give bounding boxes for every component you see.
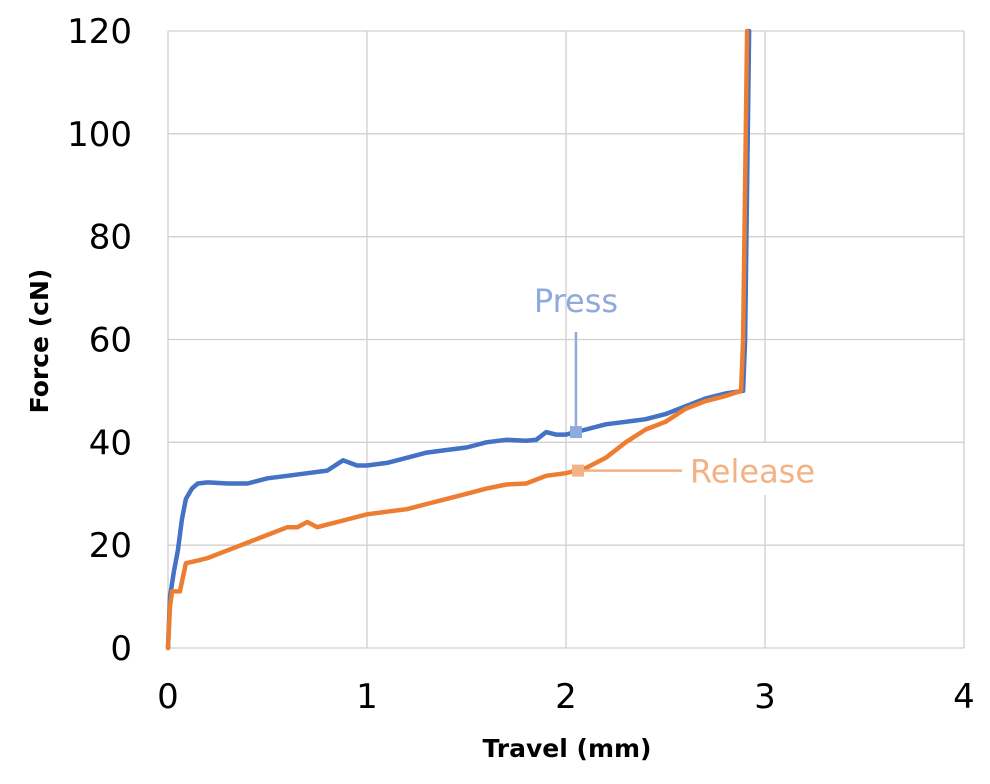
annotations: Press Release	[534, 282, 825, 495]
x-tick-label: 3	[754, 677, 776, 717]
x-tick-label: 2	[555, 677, 577, 717]
series-lines	[165, 28, 752, 651]
y-tick-label: 80	[89, 218, 132, 258]
y-tick-labels: 0 20 40 60 80 100 120	[67, 12, 132, 669]
y-tick-label: 100	[67, 115, 132, 155]
y-tick-label: 20	[89, 526, 132, 566]
x-tick-labels: 0 1 2 3 4	[157, 677, 975, 717]
horizontal-gridlines	[168, 30, 964, 649]
press-label: Press	[534, 282, 618, 320]
x-tick-label: 0	[157, 677, 179, 717]
y-axis-title: Force (cN)	[25, 269, 54, 414]
press-marker	[569, 426, 582, 439]
y-tick-label: 0	[110, 629, 132, 669]
series-line-1	[165, 28, 752, 651]
x-tick-label: 4	[953, 677, 975, 717]
y-tick-label: 120	[67, 12, 132, 52]
y-tick-label: 60	[89, 321, 132, 361]
y-tick-label: 40	[89, 423, 132, 463]
x-tick-label: 1	[356, 677, 378, 717]
release-label: Release	[690, 453, 815, 491]
series-line-2	[165, 28, 750, 651]
x-axis-title: Travel (mm)	[483, 734, 652, 763]
release-marker	[571, 464, 584, 477]
release-label-box	[680, 443, 825, 495]
